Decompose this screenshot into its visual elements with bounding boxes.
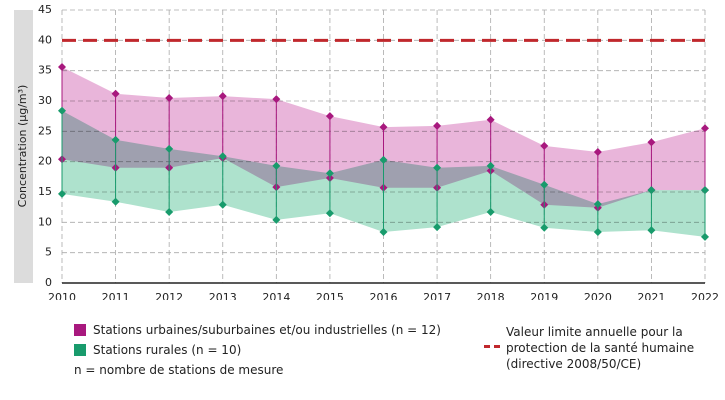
marker xyxy=(218,92,227,101)
marker xyxy=(540,223,549,232)
legend-swatch xyxy=(74,324,86,336)
y-label-box xyxy=(14,10,33,283)
legend-item: Stations rurales (n = 10) xyxy=(74,342,441,358)
y-tick-label: 5 xyxy=(45,246,52,259)
marker xyxy=(165,144,174,153)
marker xyxy=(325,169,334,178)
marker xyxy=(593,147,602,156)
x-tick-label: 2019 xyxy=(530,291,558,300)
marker xyxy=(540,180,549,189)
marker xyxy=(647,138,656,147)
marker xyxy=(593,228,602,237)
marker xyxy=(218,152,227,161)
marker xyxy=(272,95,281,104)
marker xyxy=(218,200,227,209)
marker xyxy=(325,209,334,218)
marker xyxy=(165,208,174,217)
marker xyxy=(272,215,281,224)
marker xyxy=(58,63,66,72)
marker xyxy=(647,186,656,195)
reference-swatch xyxy=(484,345,500,348)
x-tick-label: 2016 xyxy=(370,291,398,300)
chart: Concentration (µg/m³) 0 5 10 15 20 25 30 35 40 45… xyxy=(14,3,719,304)
marker xyxy=(701,186,709,195)
y-tick-label: 15 xyxy=(38,185,52,198)
marker xyxy=(379,228,388,237)
marker xyxy=(379,155,388,164)
marker xyxy=(647,226,656,235)
marker xyxy=(111,197,120,206)
legend-swatch xyxy=(74,344,86,356)
marker xyxy=(325,112,334,121)
marker xyxy=(701,232,709,241)
marker xyxy=(593,200,602,209)
marker xyxy=(111,135,120,144)
x-tick-label: 2022 xyxy=(691,291,719,300)
y-tick-label: 20 xyxy=(38,155,52,168)
y-tick-label: 40 xyxy=(38,33,52,46)
legend: Stations urbaines/suburbaines et/ou indu… xyxy=(74,322,441,362)
legend-label: Stations urbaines/suburbaines et/ou indu… xyxy=(93,323,441,337)
marker xyxy=(433,121,442,130)
note: n = nombre de stations de mesure xyxy=(74,363,284,377)
marker xyxy=(540,141,549,150)
y-tick-label: 30 xyxy=(38,94,52,107)
marker xyxy=(111,89,120,98)
x-tick-label: 2010 xyxy=(48,291,76,300)
marker xyxy=(486,208,495,217)
x-tick-label: 2015 xyxy=(316,291,344,300)
reference-label: Valeur limite annuelle pour la protectio… xyxy=(506,325,695,371)
marker xyxy=(58,106,66,115)
x-tick-label: 2013 xyxy=(209,291,237,300)
legend-item: Stations urbaines/suburbaines et/ou indu… xyxy=(74,322,441,338)
y-tick-label: 45 xyxy=(38,3,52,16)
marker xyxy=(165,93,174,102)
x-tick-label: 2021 xyxy=(637,291,665,300)
reference-legend: Valeur limite annuelle pour la protectio… xyxy=(484,324,699,372)
y-tick-label: 25 xyxy=(38,124,52,137)
marker xyxy=(701,124,709,133)
y-tick-label: 10 xyxy=(38,215,52,228)
marker xyxy=(58,189,66,198)
x-tick-label: 2018 xyxy=(477,291,505,300)
y-tick-label: 0 xyxy=(45,276,52,289)
marker xyxy=(433,223,442,232)
x-tick-label: 2011 xyxy=(102,291,130,300)
x-tick-label: 2020 xyxy=(584,291,612,300)
x-tick-label: 2014 xyxy=(262,291,290,300)
legend-label: Stations rurales (n = 10) xyxy=(93,343,242,357)
y-axis-label: Concentration (µg/m³) xyxy=(16,85,29,208)
marker xyxy=(433,163,442,172)
x-tick-label: 2012 xyxy=(155,291,183,300)
x-tick-label: 2017 xyxy=(423,291,451,300)
marker xyxy=(486,115,495,124)
marker xyxy=(379,123,388,132)
marker xyxy=(272,161,281,170)
marker xyxy=(486,161,495,170)
y-tick-label: 35 xyxy=(38,64,52,77)
